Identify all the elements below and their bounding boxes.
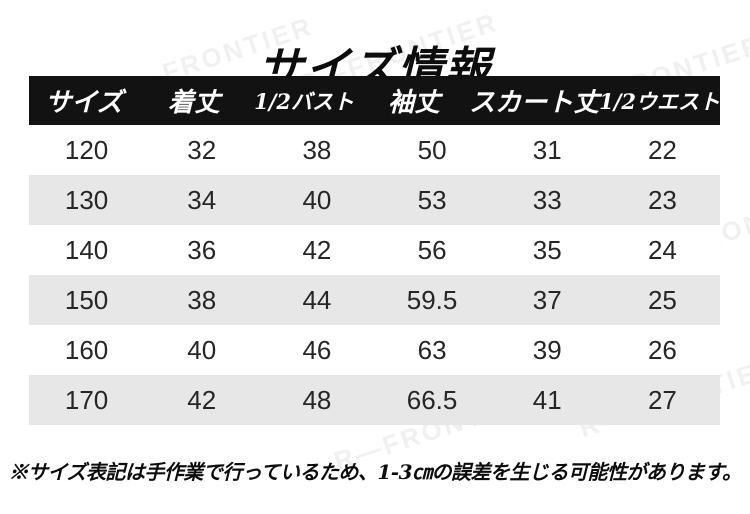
table-row: 130 34 40 53 33 23 [29, 175, 720, 225]
table-cell: 53 [417, 184, 447, 215]
table-cell: 38 [302, 134, 332, 165]
table-cell: 23 [647, 184, 677, 215]
table-cell: 120 [64, 134, 109, 165]
table-row: 160 40 46 63 39 26 [29, 325, 720, 375]
column-header-5: 1/2ウエスト [599, 88, 720, 114]
table-cell: 63 [417, 334, 447, 365]
table-row: 120 32 38 50 31 22 [29, 125, 720, 175]
table-cell: 31 [532, 134, 562, 165]
table-cell: 42 [187, 384, 217, 415]
table-cell: 38 [187, 284, 217, 315]
table-cell: 150 [64, 284, 109, 315]
table-cell: 40 [187, 334, 217, 365]
table-cell: 33 [532, 184, 562, 215]
table-cell: 39 [532, 334, 562, 365]
table-cell: 36 [187, 234, 217, 265]
table-row: 140 36 42 56 35 24 [29, 225, 720, 275]
table-cell: 26 [647, 334, 677, 365]
column-header-2: 1/2バスト [254, 88, 354, 114]
table-cell: 24 [647, 234, 677, 265]
table-cell: 50 [417, 134, 447, 165]
table-cell: 170 [64, 384, 109, 415]
table-cell: 56 [417, 234, 447, 265]
table-cell: 40 [302, 184, 332, 215]
table-cell: 32 [187, 134, 217, 165]
column-header-0: サイズ [45, 88, 123, 118]
table-row: 170 42 48 66.5 41 27 [29, 375, 720, 425]
table-cell: 37 [532, 284, 562, 315]
table-cell: 48 [302, 384, 332, 415]
table-cell: 25 [647, 284, 677, 315]
column-header-4: スカート丈 [469, 88, 600, 118]
table-cell: 46 [302, 334, 332, 365]
table-cell: 130 [64, 184, 109, 215]
table-cell: 34 [187, 184, 217, 215]
table-row: 150 38 44 59.5 37 25 [29, 275, 720, 325]
size-disclaimer-note: ※サイズ表記は手作業で行っているため、1-3㎝の誤差を生じる可能性があります。 [8, 460, 742, 484]
table-cell: 42 [302, 234, 332, 265]
table-cell: 44 [302, 284, 332, 315]
table-cell: 27 [647, 384, 677, 415]
table-cell: 59.5 [406, 284, 458, 315]
table-cell: 66.5 [406, 384, 458, 415]
size-table-body: 120 32 38 50 31 22 130 34 40 53 33 23 140 36 42 56 35 24 1… [29, 125, 720, 425]
size-table-header-row: サイズ 着丈 1/2バスト 袖丈 スカート丈 1/2ウエスト [29, 76, 720, 125]
table-cell: 140 [64, 234, 109, 265]
table-cell: 22 [647, 134, 677, 165]
table-cell: 35 [532, 234, 562, 265]
size-table: サイズ 着丈 1/2バスト 袖丈 スカート丈 1/2ウエスト 120 32 38 50 31 22 1… [29, 76, 720, 425]
column-header-3: 袖丈 [388, 88, 441, 118]
table-cell: 41 [532, 384, 562, 415]
table-cell: 160 [64, 334, 109, 365]
column-header-1: 着丈 [168, 88, 221, 118]
